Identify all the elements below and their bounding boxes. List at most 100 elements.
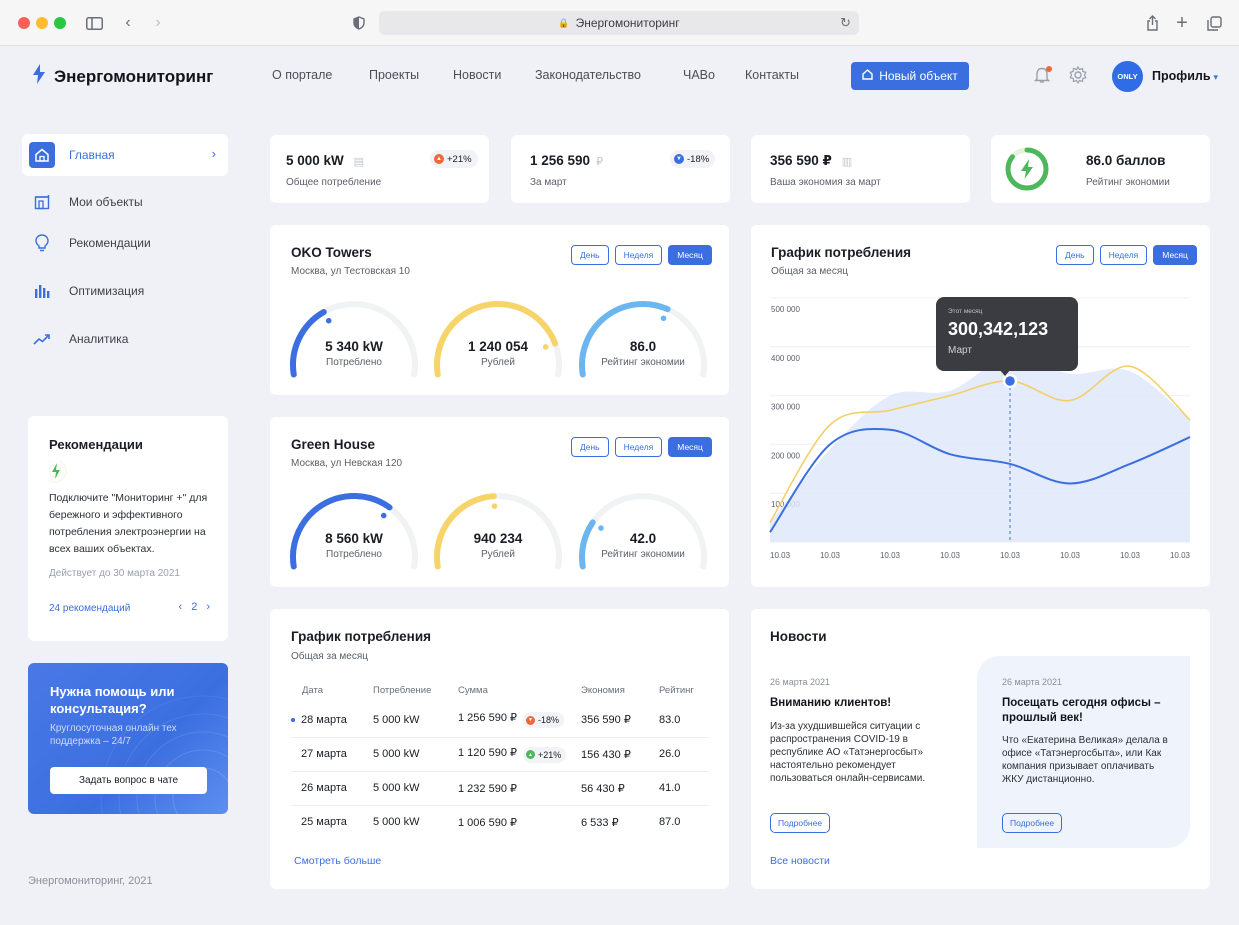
profile-label: Профиль xyxy=(1152,69,1211,83)
bars-icon xyxy=(29,278,55,304)
stat-card-rating: 86.0 баллов Рейтинг экономии xyxy=(991,135,1210,203)
column-header-date: Дата xyxy=(302,684,324,696)
sidebar-item-analytics[interactable]: Аналитика xyxy=(22,318,228,360)
news-item-title[interactable]: Посещать сегодня офисы – прошлый век! xyxy=(1002,697,1161,724)
table-row[interactable]: 27 марта 5 000 kW 1 120 590 ₽ ▲ +21% 156 4… xyxy=(291,737,709,772)
forward-icon[interactable]: › xyxy=(155,14,161,31)
address-bar[interactable]: 🔒 Энергомониторинг ↻ xyxy=(379,11,859,35)
sidebar-item-my-objects[interactable]: Мои объекты xyxy=(22,181,228,223)
cell-sum: 1 120 590 ₽ ▲ +21% xyxy=(458,737,581,772)
gauge-value: 940 234 xyxy=(473,531,523,546)
maximize-window-button[interactable] xyxy=(54,17,66,29)
stat-card-savings: 356 590 ₽ ▥ Ваша экономия за март xyxy=(751,135,970,203)
see-more-link[interactable]: Смотреть больше xyxy=(294,855,382,867)
gauge-label: Рублей xyxy=(480,549,516,560)
profile-menu[interactable]: Профиль ▾ xyxy=(1152,69,1218,83)
notifications-icon[interactable] xyxy=(1033,66,1052,89)
range-month-button[interactable]: Месяц xyxy=(1153,245,1197,265)
stat-value: 356 590 ₽ ▥ xyxy=(770,153,852,169)
settings-gear-icon[interactable] xyxy=(1069,65,1087,89)
nav-link-faq[interactable]: ЧАВо xyxy=(683,68,715,82)
highlight-point[interactable] xyxy=(1002,373,1018,389)
share-icon[interactable] xyxy=(1141,12,1163,34)
help-card: Нужна помощь или консультация? Круглосут… xyxy=(28,663,228,814)
change-badge-text: -18% xyxy=(538,715,560,726)
chart-title: График потребления xyxy=(771,245,912,260)
ask-chat-button[interactable]: Задать вопрос в чате xyxy=(50,767,207,794)
column-header-rating: Рейтинг xyxy=(659,684,694,696)
table-row[interactable]: 26 марта 5 000 kW 1 232 590 ₽ 56 430 ₽ 4… xyxy=(291,771,709,806)
table-row[interactable]: 25 марта 5 000 kW 1 006 590 ₽ 6 533 ₽ 87… xyxy=(291,805,709,839)
notification-badge xyxy=(1046,66,1052,72)
sidebar-item-optimization[interactable]: Оптимизация xyxy=(22,270,228,312)
news-item-title[interactable]: Вниманию клиентов! xyxy=(770,697,892,709)
cell-consumption: 5 000 kW xyxy=(373,816,420,829)
gauge-rating: 42.0 Рейтинг экономии xyxy=(576,490,710,570)
bolt-icon xyxy=(32,64,46,90)
range-month-button[interactable]: Месяц xyxy=(668,437,712,457)
chevron-left-icon[interactable]: ‹ xyxy=(178,601,183,613)
avatar[interactable]: ONLY xyxy=(1112,61,1143,92)
range-day-button[interactable]: День xyxy=(571,437,609,457)
new-tab-icon[interactable]: + xyxy=(1176,11,1188,34)
range-switcher: День Неделя Месяц xyxy=(571,437,712,457)
table-title: График потребления xyxy=(291,629,432,644)
close-window-button[interactable] xyxy=(18,17,30,29)
sidebar-item-label: Аналитика xyxy=(69,332,129,346)
reload-icon[interactable]: ↻ xyxy=(840,15,851,30)
gauge-label: Рейтинг экономии xyxy=(601,357,685,368)
range-week-button[interactable]: Неделя xyxy=(614,245,663,265)
trend-icon xyxy=(29,326,55,352)
sidebar-toggle-icon[interactable] xyxy=(83,12,105,34)
recommendations-title: Рекомендации xyxy=(49,437,143,452)
sidebar-item-label: Главная xyxy=(69,148,115,162)
tabs-overview-icon[interactable] xyxy=(1203,12,1225,34)
stat-badge: ▼ -18% xyxy=(670,150,716,168)
row-marker xyxy=(291,717,295,722)
nav-link-news[interactable]: Новости xyxy=(453,68,502,82)
lightbulb-icon xyxy=(29,230,55,256)
sidebar-item-home[interactable]: Главная › xyxy=(22,134,228,176)
recommendations-count-link[interactable]: 24 рекомендаций xyxy=(49,603,131,614)
change-badge: ▼ -18% xyxy=(523,712,565,729)
back-icon[interactable]: ‹ xyxy=(125,14,131,31)
nav-link-legislation[interactable]: Законодательство xyxy=(535,68,641,82)
nav-link-contacts[interactable]: Контакты xyxy=(745,68,799,82)
stat-value: 1 256 590 ₽ xyxy=(530,153,603,168)
range-month-button[interactable]: Месяц xyxy=(668,245,712,265)
table-row[interactable]: 28 марта 5 000 kW 1 256 590 ₽ ▼ -18% 356 5… xyxy=(291,703,709,738)
cell-saving: 156 430 ₽ xyxy=(581,737,659,772)
range-week-button[interactable]: Неделя xyxy=(614,437,663,457)
nav-link-about[interactable]: О портале xyxy=(272,68,333,82)
cell-rating: 87.0 xyxy=(659,816,681,829)
gauge-label: Рублей xyxy=(480,357,516,368)
sidebar-item-label: Рекомендации xyxy=(69,236,151,250)
news-more-button[interactable]: Подробнее xyxy=(770,813,831,833)
recommendations-valid-until: Действует до 30 марта 2021 xyxy=(49,568,180,579)
range-day-button[interactable]: День xyxy=(1056,245,1094,265)
chevron-right-icon[interactable]: › xyxy=(206,601,210,613)
stat-card-total: 5 000 kW ▤ Общее потребление ▲ +21% xyxy=(270,135,489,203)
all-news-link[interactable]: Все новости xyxy=(770,855,830,867)
news-more-button[interactable]: Подробнее xyxy=(1002,813,1063,833)
brand-logo[interactable]: Энергомониторинг xyxy=(32,64,213,90)
cell-sum: 1 006 590 ₽ xyxy=(458,816,517,829)
gauge-rubles: 940 234 Рублей xyxy=(431,490,565,570)
cell-sum: 1 232 590 ₽ xyxy=(458,771,581,806)
gauge-label: Рейтинг экономии xyxy=(601,549,685,560)
range-switcher: День Неделя Месяц xyxy=(571,245,712,265)
stat-label: За март xyxy=(530,177,567,188)
range-week-button[interactable]: Неделя xyxy=(1099,245,1148,265)
sidebar-item-recommendations[interactable]: Рекомендации xyxy=(22,222,228,264)
stat-label: Общее потребление xyxy=(286,177,382,188)
new-object-button[interactable]: Новый объект xyxy=(851,62,969,90)
shield-icon[interactable] xyxy=(348,12,370,34)
nav-link-projects[interactable]: Проекты xyxy=(369,68,420,82)
gauge-marker xyxy=(380,512,387,519)
home-icon xyxy=(29,142,55,168)
range-day-button[interactable]: День xyxy=(571,245,609,265)
minimize-window-button[interactable] xyxy=(36,17,48,29)
object-name: Green House xyxy=(291,437,376,452)
stat-label: Рейтинг экономии xyxy=(1086,177,1170,188)
